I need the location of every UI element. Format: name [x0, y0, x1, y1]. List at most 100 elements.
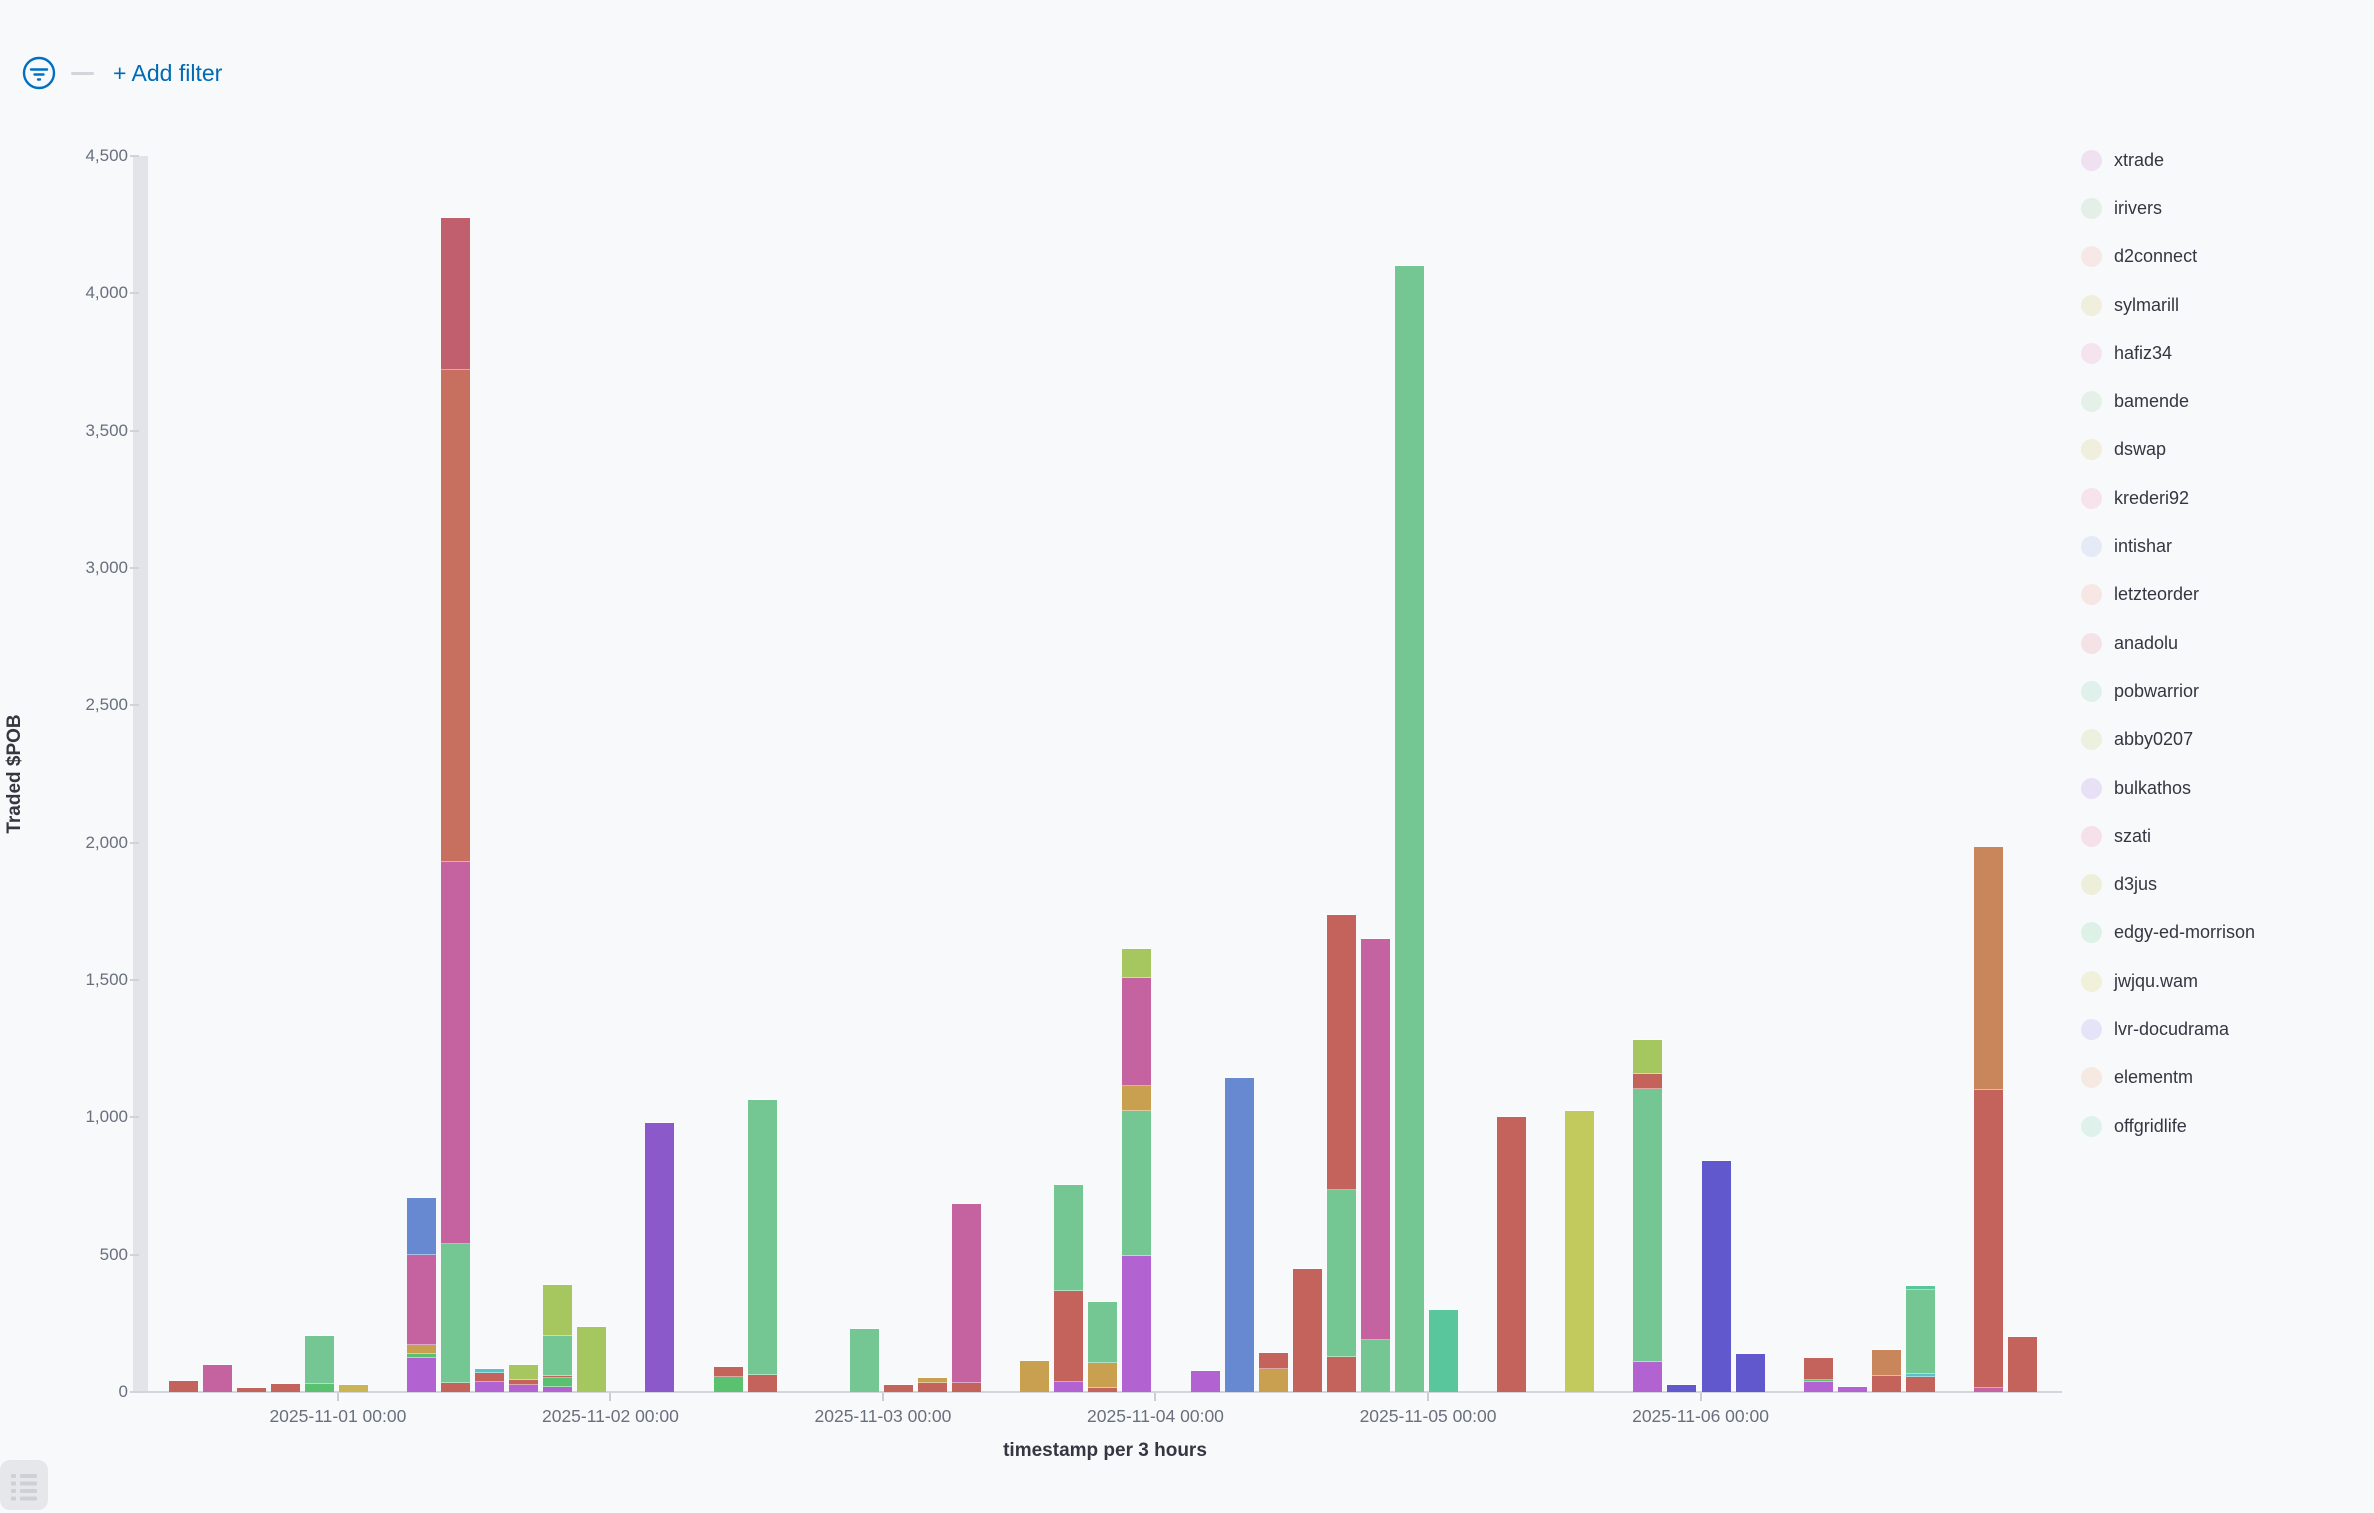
bar-segment[interactable] [1633, 1039, 1663, 1074]
legend-item-pobwarrior[interactable]: pobwarrior [2064, 667, 2370, 715]
bar-segment[interactable] [509, 1379, 539, 1386]
bar-segment[interactable] [475, 1368, 505, 1373]
bar-segment[interactable] [407, 1357, 437, 1392]
bar-segment[interactable] [304, 1383, 334, 1392]
bar-segment[interactable] [1258, 1368, 1288, 1392]
bar[interactable] [1054, 1185, 1084, 1392]
bar-segment[interactable] [1974, 1387, 2004, 1392]
panel-options-button[interactable] [0, 1460, 48, 1510]
bar-segment[interactable] [1394, 265, 1424, 1392]
bar[interactable] [713, 1367, 743, 1392]
bar-segment[interactable] [1497, 1117, 1527, 1392]
bar-segment[interactable] [747, 1374, 777, 1392]
bar-segment[interactable] [2008, 1337, 2038, 1392]
bar-segment[interactable] [952, 1382, 982, 1392]
bar-segment[interactable] [1088, 1387, 1118, 1392]
bar-segment[interactable] [1905, 1373, 1935, 1377]
bar[interactable] [236, 1387, 266, 1392]
bar[interactable] [1497, 1117, 1527, 1392]
bar-segment[interactable] [1122, 1111, 1152, 1257]
legend-item-irivers[interactable]: irivers [2064, 184, 2370, 232]
bar[interactable] [883, 1385, 913, 1392]
bar-segment[interactable] [168, 1381, 198, 1392]
bar[interactable] [1735, 1353, 1765, 1392]
bar-segment[interactable] [1088, 1362, 1118, 1388]
bar-segment[interactable] [1871, 1349, 1901, 1377]
legend-item-letzteorder[interactable]: letzteorder [2064, 571, 2370, 619]
bar[interactable] [1360, 939, 1390, 1392]
bar-segment[interactable] [1803, 1382, 1833, 1392]
bar-segment[interactable] [1020, 1360, 1050, 1392]
bar[interactable] [1565, 1111, 1595, 1392]
legend-item-edgy-ed-morrison[interactable]: edgy-ed-morrison [2064, 909, 2370, 957]
bar-segment[interactable] [1190, 1371, 1220, 1392]
legend-item-xtrade[interactable]: xtrade [2064, 136, 2370, 184]
bar-segment[interactable] [407, 1197, 437, 1255]
bar[interactable] [270, 1383, 300, 1392]
legend-item-offgridlife[interactable]: offgridlife [2064, 1102, 2370, 1150]
bar-segment[interactable] [713, 1367, 743, 1377]
bar-segment[interactable] [645, 1122, 675, 1392]
legend-item-dswap[interactable]: dswap [2064, 426, 2370, 474]
bar-segment[interactable] [543, 1375, 573, 1379]
bar[interactable] [645, 1122, 675, 1392]
bar[interactable] [1190, 1371, 1220, 1392]
bar-segment[interactable] [338, 1384, 368, 1392]
bar-segment[interactable] [1054, 1185, 1084, 1292]
bar-segment[interactable] [1122, 978, 1152, 1087]
bar-segment[interactable] [1633, 1361, 1663, 1392]
legend-item-lvr-docudrama[interactable]: lvr-docudrama [2064, 1005, 2370, 1053]
bar-segment[interactable] [918, 1382, 948, 1392]
bar[interactable] [1292, 1268, 1322, 1392]
bar-segment[interactable] [1565, 1111, 1595, 1392]
bar-segment[interactable] [1633, 1088, 1663, 1362]
bar-segment[interactable] [202, 1364, 232, 1392]
add-filter-button[interactable]: + Add filter [113, 59, 223, 86]
filter-menu-button[interactable] [22, 56, 56, 90]
bar-segment[interactable] [407, 1254, 437, 1345]
bar-segment[interactable] [441, 1382, 471, 1392]
bar-segment[interactable] [407, 1344, 437, 1354]
bar-segment[interactable] [1360, 1340, 1390, 1392]
legend-item-hafiz34[interactable]: hafiz34 [2064, 329, 2370, 377]
bar[interactable] [168, 1381, 198, 1392]
bar[interactable] [1394, 265, 1424, 1392]
bar-segment[interactable] [1667, 1384, 1697, 1392]
bar[interactable] [1837, 1387, 1867, 1392]
bar-segment[interactable] [1054, 1291, 1084, 1383]
bar[interactable] [1122, 948, 1152, 1392]
bar-segment[interactable] [1905, 1376, 1935, 1392]
bar[interactable] [1633, 1039, 1663, 1392]
bar-segment[interactable] [441, 369, 471, 862]
bar-segment[interactable] [441, 217, 471, 370]
bar-segment[interactable] [1974, 846, 2004, 1090]
bar-segment[interactable] [236, 1387, 266, 1392]
bar-segment[interactable] [509, 1364, 539, 1380]
legend-item-sylmarill[interactable]: sylmarill [2064, 281, 2370, 329]
bar-segment[interactable] [1326, 1357, 1356, 1392]
bar-segment[interactable] [543, 1378, 573, 1387]
bar[interactable] [918, 1377, 948, 1392]
bar[interactable] [1701, 1160, 1731, 1392]
legend-item-abby0207[interactable]: abby0207 [2064, 716, 2370, 764]
bar[interactable] [304, 1335, 334, 1392]
bar[interactable] [1905, 1286, 1935, 1392]
legend-item-intishar[interactable]: intishar [2064, 522, 2370, 570]
bar-segment[interactable] [1429, 1309, 1458, 1392]
bar-segment[interactable] [1088, 1301, 1118, 1363]
bar[interactable] [407, 1197, 437, 1392]
bar[interactable] [1871, 1349, 1901, 1392]
bar-segment[interactable] [1326, 1190, 1356, 1358]
bar[interactable] [1258, 1353, 1288, 1392]
bar-segment[interactable] [1803, 1379, 1833, 1383]
bar[interactable] [1020, 1360, 1050, 1392]
bar-segment[interactable] [1871, 1376, 1901, 1392]
bar-segment[interactable] [1054, 1382, 1084, 1392]
bar-segment[interactable] [270, 1383, 300, 1392]
bar-segment[interactable] [1701, 1160, 1731, 1392]
bar[interactable] [543, 1284, 573, 1392]
bar[interactable] [1803, 1357, 1833, 1392]
bar-segment[interactable] [475, 1382, 505, 1392]
bar-segment[interactable] [304, 1335, 334, 1384]
bar[interactable] [1974, 846, 2004, 1392]
